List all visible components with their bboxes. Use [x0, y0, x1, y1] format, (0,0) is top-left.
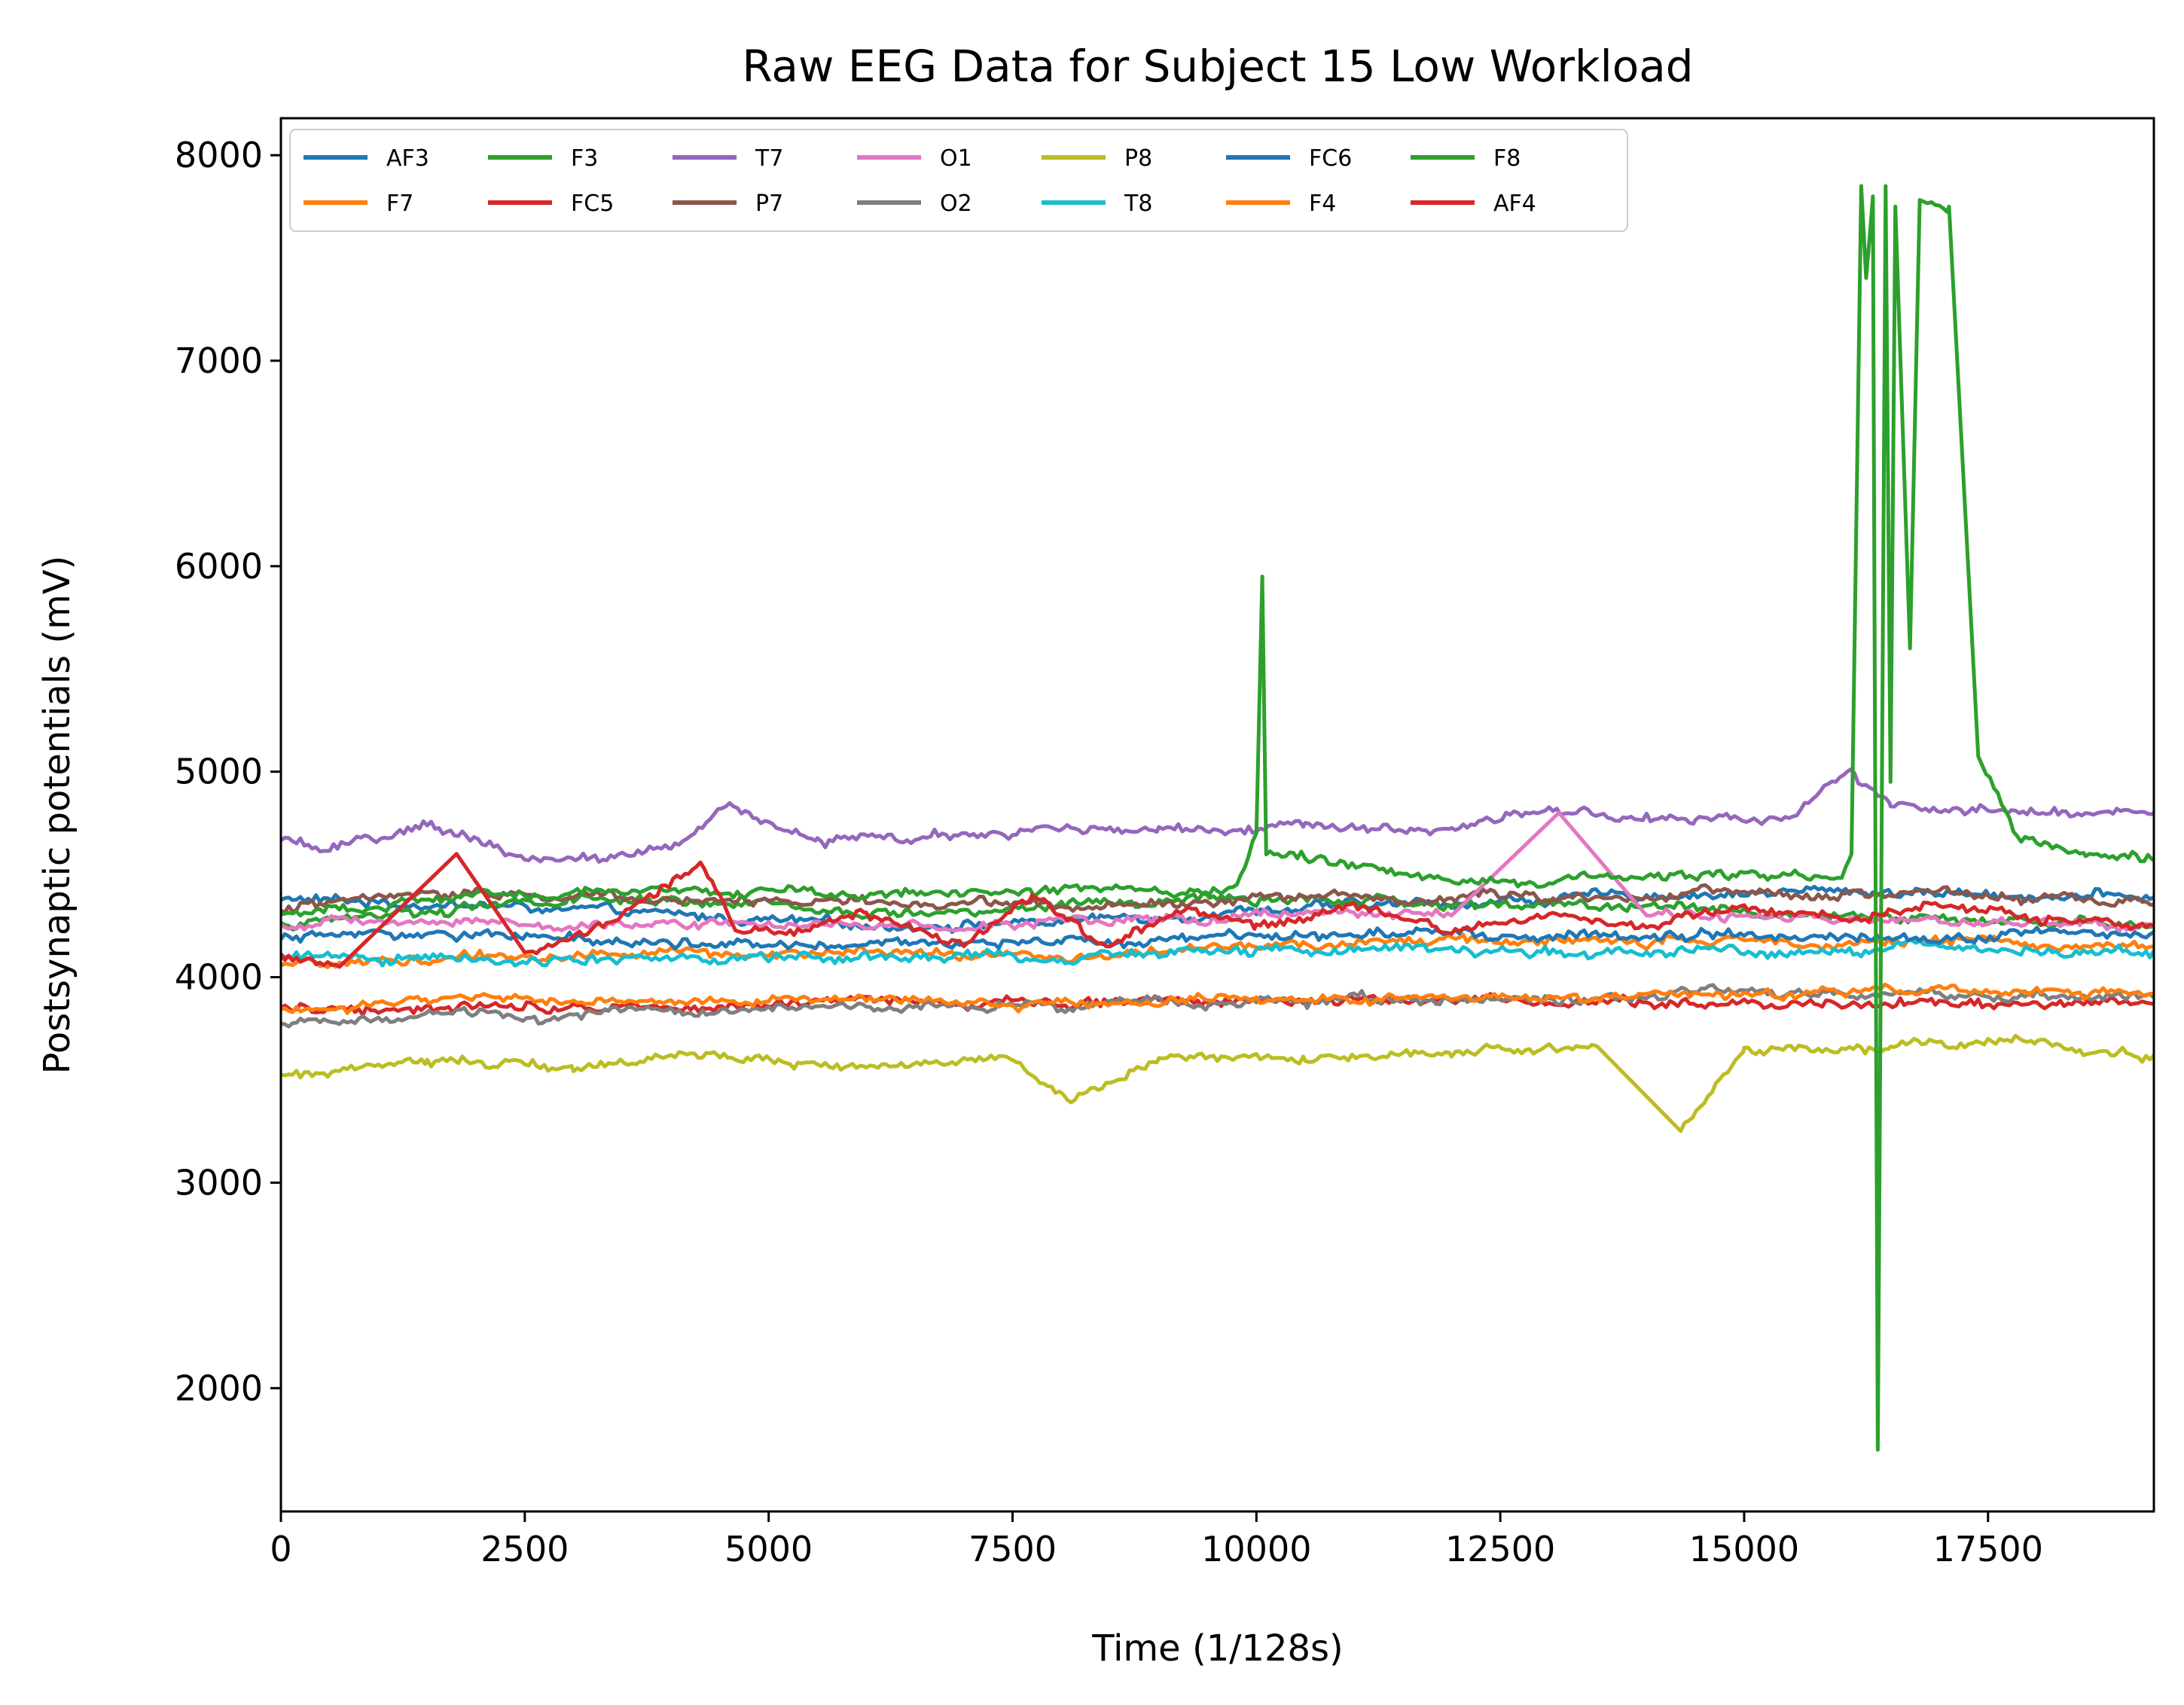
legend-label: F8 — [1493, 145, 1521, 172]
legend-label: FC6 — [1309, 145, 1352, 172]
series-line-p8 — [281, 1033, 2154, 1133]
series-line-t7 — [281, 767, 2154, 864]
series-line-f7 — [281, 932, 2154, 969]
legend-label: F4 — [1309, 191, 1336, 217]
y-axis: 2000 3000 4000 5000 6000 7000 8000 — [175, 135, 281, 1408]
series-line-f4 — [281, 982, 2154, 1015]
x-axis: 0 2500 5000 7500 10000 12500 15000 17500 — [270, 1511, 2043, 1569]
x-tick-label: 17500 — [1933, 1529, 2043, 1569]
x-tick-label: 2500 — [480, 1529, 569, 1569]
legend-box — [289, 129, 1628, 232]
legend-label: F3 — [571, 145, 598, 172]
y-axis-title: Postsynaptic potentials (mV) — [36, 556, 78, 1075]
legend-label: T8 — [1124, 191, 1152, 217]
y-tick-label: 8000 — [175, 135, 263, 175]
series-line-f8 — [281, 184, 2154, 1452]
x-tick-label: 5000 — [724, 1529, 813, 1569]
y-tick-label: 7000 — [175, 340, 263, 381]
x-axis-title: Time (1/128s) — [1091, 1627, 1344, 1670]
legend-label: P7 — [755, 191, 783, 217]
x-tick-label: 7500 — [968, 1529, 1057, 1569]
series-layer — [281, 184, 2154, 1452]
y-tick-label: 5000 — [175, 752, 263, 792]
legend-label: O1 — [940, 145, 972, 172]
y-tick-label: 3000 — [175, 1162, 263, 1203]
legend: AF3 F7 F3 FC5 T7 P7 O1 O2 P8 T8 FC6 F4 F8 AF4 — [289, 129, 1628, 232]
legend-label: F7 — [386, 191, 413, 217]
series-line-af4 — [281, 852, 2154, 969]
legend-label: AF4 — [1493, 191, 1536, 217]
y-tick-label: 6000 — [175, 546, 263, 587]
x-tick-label: 0 — [270, 1529, 291, 1569]
y-tick-label: 2000 — [175, 1368, 263, 1408]
legend-label: T7 — [755, 145, 783, 172]
x-tick-label: 10000 — [1201, 1529, 1311, 1569]
y-tick-label: 4000 — [175, 957, 263, 998]
x-tick-label: 12500 — [1445, 1529, 1555, 1569]
series-line-o1 — [281, 810, 2154, 934]
series-line-f3 — [281, 891, 2154, 932]
legend-label: O2 — [940, 191, 972, 217]
legend-label: AF3 — [386, 145, 429, 172]
legend-label: P8 — [1124, 145, 1152, 172]
series-line-p7 — [281, 883, 2154, 915]
legend-label: FC5 — [571, 191, 614, 217]
series-line-t8 — [281, 938, 2154, 968]
x-tick-label: 15000 — [1689, 1529, 1799, 1569]
series-line-fc6 — [281, 926, 2154, 951]
plot-frame — [279, 117, 2155, 1513]
chart-title: Raw EEG Data for Subject 15 Low Workload — [742, 41, 1693, 92]
